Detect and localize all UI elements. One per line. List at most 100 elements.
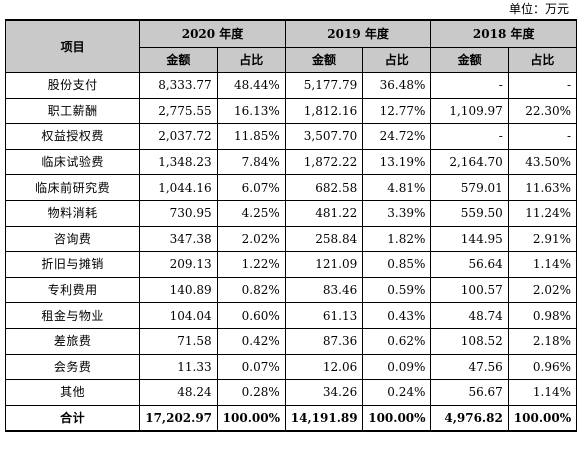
table-row: 差旅费 71.58 0.42% 87.36 0.62% 108.52 2.18%	[4, 327, 578, 355]
ratio-cell: 1.14%	[507, 379, 578, 406]
ratio-cell: 13.19%	[362, 148, 432, 176]
table-row: 权益授权费 2,037.72 11.85% 3,507.70 24.72% - -	[4, 123, 578, 150]
amount-cell: 579.01	[430, 174, 509, 201]
row-label: 租金与物业	[4, 302, 141, 329]
row-label: 职工薪酬	[4, 97, 141, 125]
amount-cell: 100.57	[430, 276, 509, 304]
amount-cell: 14,191.89	[284, 404, 364, 433]
ratio-cell: 3.39%	[362, 199, 432, 227]
ratio-cell: 24.72%	[362, 123, 432, 150]
ratio-cell: 0.82%	[216, 276, 286, 304]
row-label: 股份支付	[4, 72, 141, 99]
amount-cell: 144.95	[430, 225, 509, 253]
unit-label: 单位：万元	[508, 2, 569, 16]
table-row: 会务费 11.33 0.07% 12.06 0.09% 47.56 0.96%	[4, 353, 578, 381]
ratio-cell: 1.14%	[507, 251, 578, 278]
amount-cell: 17,202.97	[139, 404, 218, 433]
ratio-cell: 2.91%	[507, 225, 578, 253]
ratio-cell: -	[507, 123, 578, 150]
amount-cell: 5,177.79	[284, 72, 364, 99]
ratio-cell: 100.00%	[216, 404, 286, 433]
ratio-cell: 0.96%	[507, 353, 578, 381]
amount-cell: -	[430, 72, 509, 99]
amount-cell: 2,775.55	[139, 97, 218, 125]
row-label: 会务费	[4, 353, 141, 381]
amount-cell: 121.09	[284, 251, 364, 278]
row-label: 折旧与摊销	[4, 251, 141, 278]
ratio-cell: 0.24%	[362, 379, 432, 406]
amount-cell: 4,976.82	[430, 404, 509, 433]
ratio-cell: 100.00%	[362, 404, 432, 433]
table-row: 股份支付 8,333.77 48.44% 5,177.79 36.48% - -	[4, 72, 578, 99]
amount-cell: 34.26	[284, 379, 364, 406]
amount-cell: 140.89	[139, 276, 218, 304]
amount-cell: 559.50	[430, 199, 509, 227]
ratio-cell: 7.84%	[216, 148, 286, 176]
table-row: 租金与物业 104.04 0.60% 61.13 0.43% 48.74 0.98%	[4, 302, 578, 329]
table-row: 其他 48.24 0.28% 34.26 0.24% 56.67 1.14%	[4, 379, 578, 406]
amount-cell: 56.64	[430, 251, 509, 278]
ratio-cell: 0.07%	[216, 353, 286, 381]
amount-cell: 2,037.72	[139, 123, 218, 150]
ratio-cell: 0.62%	[362, 327, 432, 355]
row-label: 其他	[4, 379, 141, 406]
ratio-cell: 6.07%	[216, 174, 286, 201]
header-amount: 金额	[430, 47, 509, 73]
ratio-cell: 0.85%	[362, 251, 432, 278]
amount-cell: 61.13	[284, 302, 364, 329]
ratio-cell: 2.18%	[507, 327, 578, 355]
header-year-2018: 2018 年度	[430, 19, 577, 48]
amount-cell: 87.36	[284, 327, 364, 355]
ratio-cell: 0.09%	[362, 353, 432, 381]
amount-cell: 104.04	[139, 302, 218, 329]
ratio-cell: 11.85%	[216, 123, 286, 150]
amount-cell: 1,348.23	[139, 148, 218, 176]
row-label: 咨询费	[4, 225, 141, 253]
ratio-cell: 4.25%	[216, 199, 286, 227]
ratio-cell: 2.02%	[507, 276, 578, 304]
amount-cell: 83.46	[284, 276, 364, 304]
amount-cell: 682.58	[284, 174, 364, 201]
expense-table: 项目 2020 年度 2019 年度 2018 年度 金额 占比 金额 占比 金…	[4, 19, 578, 433]
ratio-cell: 0.59%	[362, 276, 432, 304]
ratio-cell: 1.82%	[362, 225, 432, 253]
amount-cell: 209.13	[139, 251, 218, 278]
amount-cell: 2,164.70	[430, 148, 509, 176]
amount-cell: 8,333.77	[139, 72, 218, 99]
ratio-cell: 16.13%	[216, 97, 286, 125]
header-ratio: 占比	[216, 47, 286, 73]
table-row: 咨询费 347.38 2.02% 258.84 1.82% 144.95 2.91%	[4, 225, 578, 253]
row-label: 合计	[4, 404, 141, 433]
amount-cell: 347.38	[139, 225, 218, 253]
table-row: 临床前研究费 1,044.16 6.07% 682.58 4.81% 579.01 11.6…	[4, 174, 578, 201]
header-amount: 金额	[284, 47, 364, 73]
ratio-cell: 43.50%	[507, 148, 578, 176]
table-row: 职工薪酬 2,775.55 16.13% 1,812.16 12.77% 1,109.97…	[4, 97, 578, 125]
amount-cell: 12.06	[284, 353, 364, 381]
ratio-cell: 0.98%	[507, 302, 578, 329]
ratio-cell: 100.00%	[507, 404, 578, 433]
amount-cell: 481.22	[284, 199, 364, 227]
amount-cell: 48.74	[430, 302, 509, 329]
ratio-cell: 22.30%	[507, 97, 578, 125]
amount-cell: 47.56	[430, 353, 509, 381]
table-row: 专利费用 140.89 0.82% 83.46 0.59% 100.57 2.02%	[4, 276, 578, 304]
amount-cell: -	[430, 123, 509, 150]
amount-cell: 3,507.70	[284, 123, 364, 150]
row-label: 专利费用	[4, 276, 141, 304]
ratio-cell: 2.02%	[216, 225, 286, 253]
header-amount: 金额	[139, 47, 218, 73]
header-year-2019: 2019 年度	[284, 19, 432, 48]
header-ratio: 占比	[507, 47, 578, 73]
amount-cell: 1,872.22	[284, 148, 364, 176]
ratio-cell: 4.81%	[362, 174, 432, 201]
amount-cell: 730.95	[139, 199, 218, 227]
ratio-cell: 48.44%	[216, 72, 286, 99]
amount-cell: 56.67	[430, 379, 509, 406]
ratio-cell: 11.24%	[507, 199, 578, 227]
row-label: 差旅费	[4, 327, 141, 355]
amount-cell: 1,044.16	[139, 174, 218, 201]
ratio-cell: 0.60%	[216, 302, 286, 329]
header-year-2020: 2020 年度	[139, 19, 286, 48]
row-label: 临床前研究费	[4, 174, 141, 201]
